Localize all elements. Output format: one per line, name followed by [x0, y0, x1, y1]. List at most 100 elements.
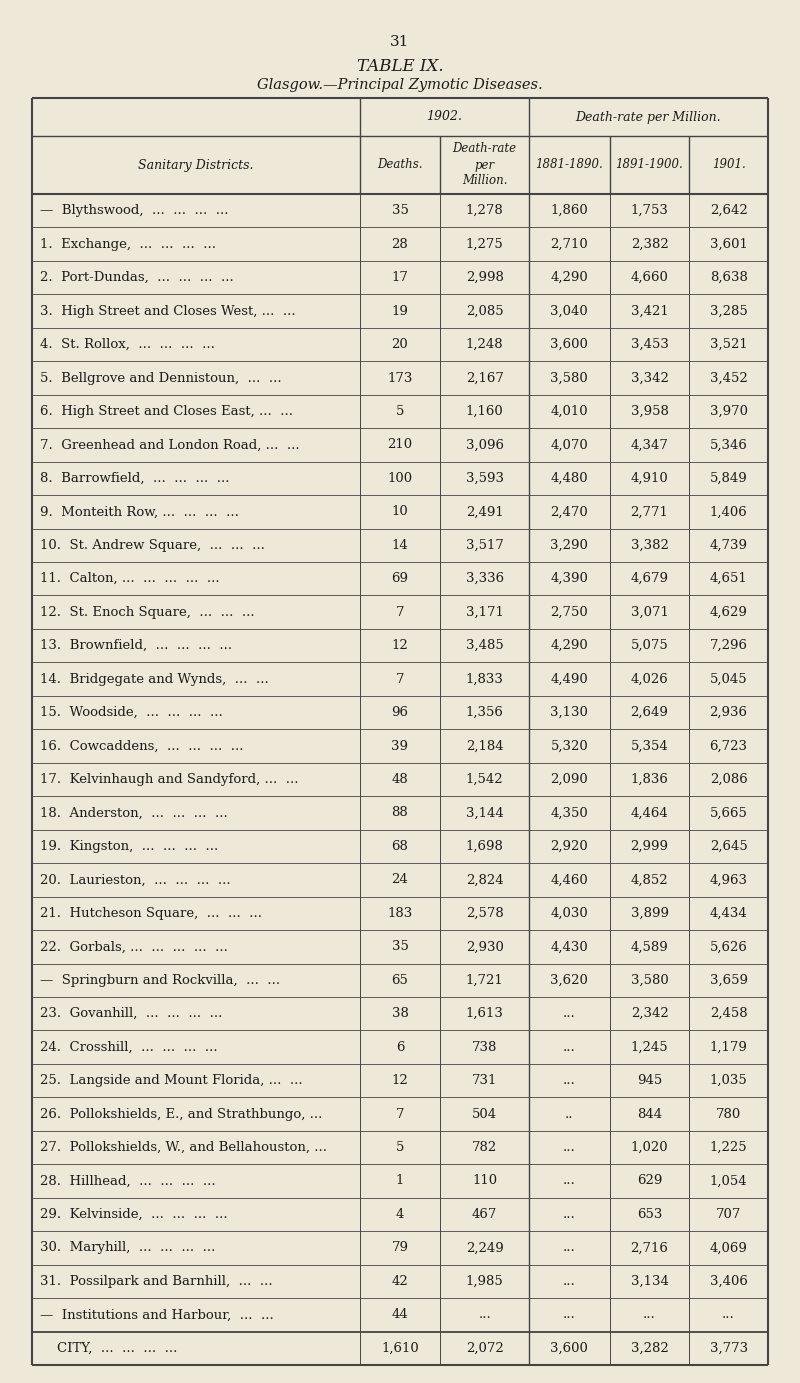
Text: 4,739: 4,739: [710, 539, 748, 552]
Text: 1.  Exchange,  ...  ...  ...  ...: 1. Exchange, ... ... ... ...: [40, 238, 216, 250]
Text: CITY,  ...  ...  ...  ...: CITY, ... ... ... ...: [40, 1342, 178, 1355]
Text: 1,035: 1,035: [710, 1075, 747, 1087]
Text: 844: 844: [637, 1108, 662, 1120]
Text: 5,320: 5,320: [550, 740, 588, 752]
Text: 4,629: 4,629: [710, 606, 747, 618]
Text: 4,347: 4,347: [630, 438, 669, 451]
Text: 6,723: 6,723: [710, 740, 748, 752]
Text: 6.  High Street and Closes East, ...  ...: 6. High Street and Closes East, ... ...: [40, 405, 293, 418]
Text: 3,171: 3,171: [466, 606, 503, 618]
Text: 731: 731: [472, 1075, 498, 1087]
Text: 31: 31: [390, 35, 410, 48]
Text: 12.  St. Enoch Square,  ...  ...  ...: 12. St. Enoch Square, ... ... ...: [40, 606, 254, 618]
Text: 19.  Kingston,  ...  ...  ...  ...: 19. Kingston, ... ... ... ...: [40, 839, 218, 853]
Text: 1902.: 1902.: [426, 111, 462, 123]
Text: 2,085: 2,085: [466, 304, 503, 318]
Text: 2,710: 2,710: [550, 238, 588, 250]
Text: ...: ...: [563, 1308, 576, 1321]
Text: 1881-1890.: 1881-1890.: [535, 159, 603, 171]
Text: 3,517: 3,517: [466, 539, 503, 552]
Text: 3,452: 3,452: [710, 372, 747, 384]
Text: 12: 12: [392, 639, 408, 653]
Text: 4,480: 4,480: [550, 472, 588, 485]
Text: 2,184: 2,184: [466, 740, 503, 752]
Text: 467: 467: [472, 1207, 498, 1221]
Text: 4,026: 4,026: [630, 672, 668, 686]
Text: 1891-1900.: 1891-1900.: [616, 159, 683, 171]
Text: 782: 782: [472, 1141, 498, 1153]
Text: 3,580: 3,580: [630, 974, 668, 986]
Text: 2,936: 2,936: [710, 707, 748, 719]
Text: 1,275: 1,275: [466, 238, 503, 250]
Text: Glasgow.—Principal Zymotic Diseases.: Glasgow.—Principal Zymotic Diseases.: [257, 77, 543, 93]
Text: 3,285: 3,285: [710, 304, 747, 318]
Text: 3,290: 3,290: [550, 539, 588, 552]
Text: 4.  St. Rollox,  ...  ...  ...  ...: 4. St. Rollox, ... ... ... ...: [40, 337, 215, 351]
Text: 3,382: 3,382: [630, 539, 669, 552]
Text: 2,649: 2,649: [630, 707, 669, 719]
Text: 629: 629: [637, 1174, 662, 1188]
Text: 3,580: 3,580: [550, 372, 588, 384]
Text: 2,470: 2,470: [550, 505, 588, 519]
Text: 30.  Maryhill,  ...  ...  ...  ...: 30. Maryhill, ... ... ... ...: [40, 1242, 215, 1254]
Text: 15.  Woodside,  ...  ...  ...  ...: 15. Woodside, ... ... ... ...: [40, 707, 222, 719]
Text: 18.  Anderston,  ...  ...  ...  ...: 18. Anderston, ... ... ... ...: [40, 806, 228, 820]
Text: 3,421: 3,421: [630, 304, 668, 318]
Text: 12: 12: [392, 1075, 408, 1087]
Text: 1,356: 1,356: [466, 707, 503, 719]
Text: 3,453: 3,453: [630, 337, 669, 351]
Text: 1,985: 1,985: [466, 1275, 503, 1288]
Text: 10.  St. Andrew Square,  ...  ...  ...: 10. St. Andrew Square, ... ... ...: [40, 539, 265, 552]
Text: 3,040: 3,040: [550, 304, 588, 318]
Text: 23.  Govanhill,  ...  ...  ...  ...: 23. Govanhill, ... ... ... ...: [40, 1007, 222, 1021]
Text: 35: 35: [391, 940, 409, 953]
Text: 4,350: 4,350: [550, 806, 588, 820]
Text: 2,645: 2,645: [710, 839, 747, 853]
Text: 4,290: 4,290: [550, 639, 588, 653]
Text: ...: ...: [563, 1075, 576, 1087]
Text: 210: 210: [387, 438, 413, 451]
Text: 4,660: 4,660: [630, 271, 669, 284]
Text: ...: ...: [563, 1207, 576, 1221]
Text: 2,920: 2,920: [550, 839, 588, 853]
Text: 24.  Crosshill,  ...  ...  ...  ...: 24. Crosshill, ... ... ... ...: [40, 1040, 218, 1054]
Text: 4,070: 4,070: [550, 438, 588, 451]
Text: 4,460: 4,460: [550, 874, 588, 887]
Text: 69: 69: [391, 573, 409, 585]
Text: 110: 110: [472, 1174, 498, 1188]
Text: 2,999: 2,999: [630, 839, 669, 853]
Text: 100: 100: [387, 472, 413, 485]
Text: 5.  Bellgrove and Dennistoun,  ...  ...: 5. Bellgrove and Dennistoun, ... ...: [40, 372, 282, 384]
Text: 28: 28: [392, 238, 408, 250]
Text: 4,290: 4,290: [550, 271, 588, 284]
Text: 3,096: 3,096: [466, 438, 504, 451]
Text: 3,485: 3,485: [466, 639, 503, 653]
Text: 20.  Laurieston,  ...  ...  ...  ...: 20. Laurieston, ... ... ... ...: [40, 874, 230, 887]
Text: 1901.: 1901.: [712, 159, 746, 171]
Text: 29.  Kelvinside,  ...  ...  ...  ...: 29. Kelvinside, ... ... ... ...: [40, 1207, 228, 1221]
Text: 2,382: 2,382: [630, 238, 668, 250]
Text: 1,225: 1,225: [710, 1141, 747, 1153]
Text: 68: 68: [391, 839, 409, 853]
Text: ...: ...: [563, 1275, 576, 1288]
Text: TABLE IX.: TABLE IX.: [357, 58, 443, 75]
Text: 10: 10: [392, 505, 408, 519]
Text: 1,278: 1,278: [466, 205, 503, 217]
Text: 1,860: 1,860: [550, 205, 588, 217]
Text: 5,045: 5,045: [710, 672, 747, 686]
Text: 3,521: 3,521: [710, 337, 747, 351]
Text: Death-rate per Million.: Death-rate per Million.: [575, 111, 722, 123]
Text: 13.  Brownfield,  ...  ...  ...  ...: 13. Brownfield, ... ... ... ...: [40, 639, 232, 653]
Text: 4,069: 4,069: [710, 1242, 747, 1254]
Text: 79: 79: [391, 1242, 409, 1254]
Text: 20: 20: [392, 337, 408, 351]
Text: 2,716: 2,716: [630, 1242, 669, 1254]
Text: 1,542: 1,542: [466, 773, 503, 786]
Text: 2,342: 2,342: [630, 1007, 668, 1021]
Text: 3,342: 3,342: [630, 372, 669, 384]
Text: 653: 653: [637, 1207, 662, 1221]
Text: ...: ...: [563, 1242, 576, 1254]
Text: 1,245: 1,245: [630, 1040, 668, 1054]
Text: 2,458: 2,458: [710, 1007, 747, 1021]
Text: 3,336: 3,336: [466, 573, 504, 585]
